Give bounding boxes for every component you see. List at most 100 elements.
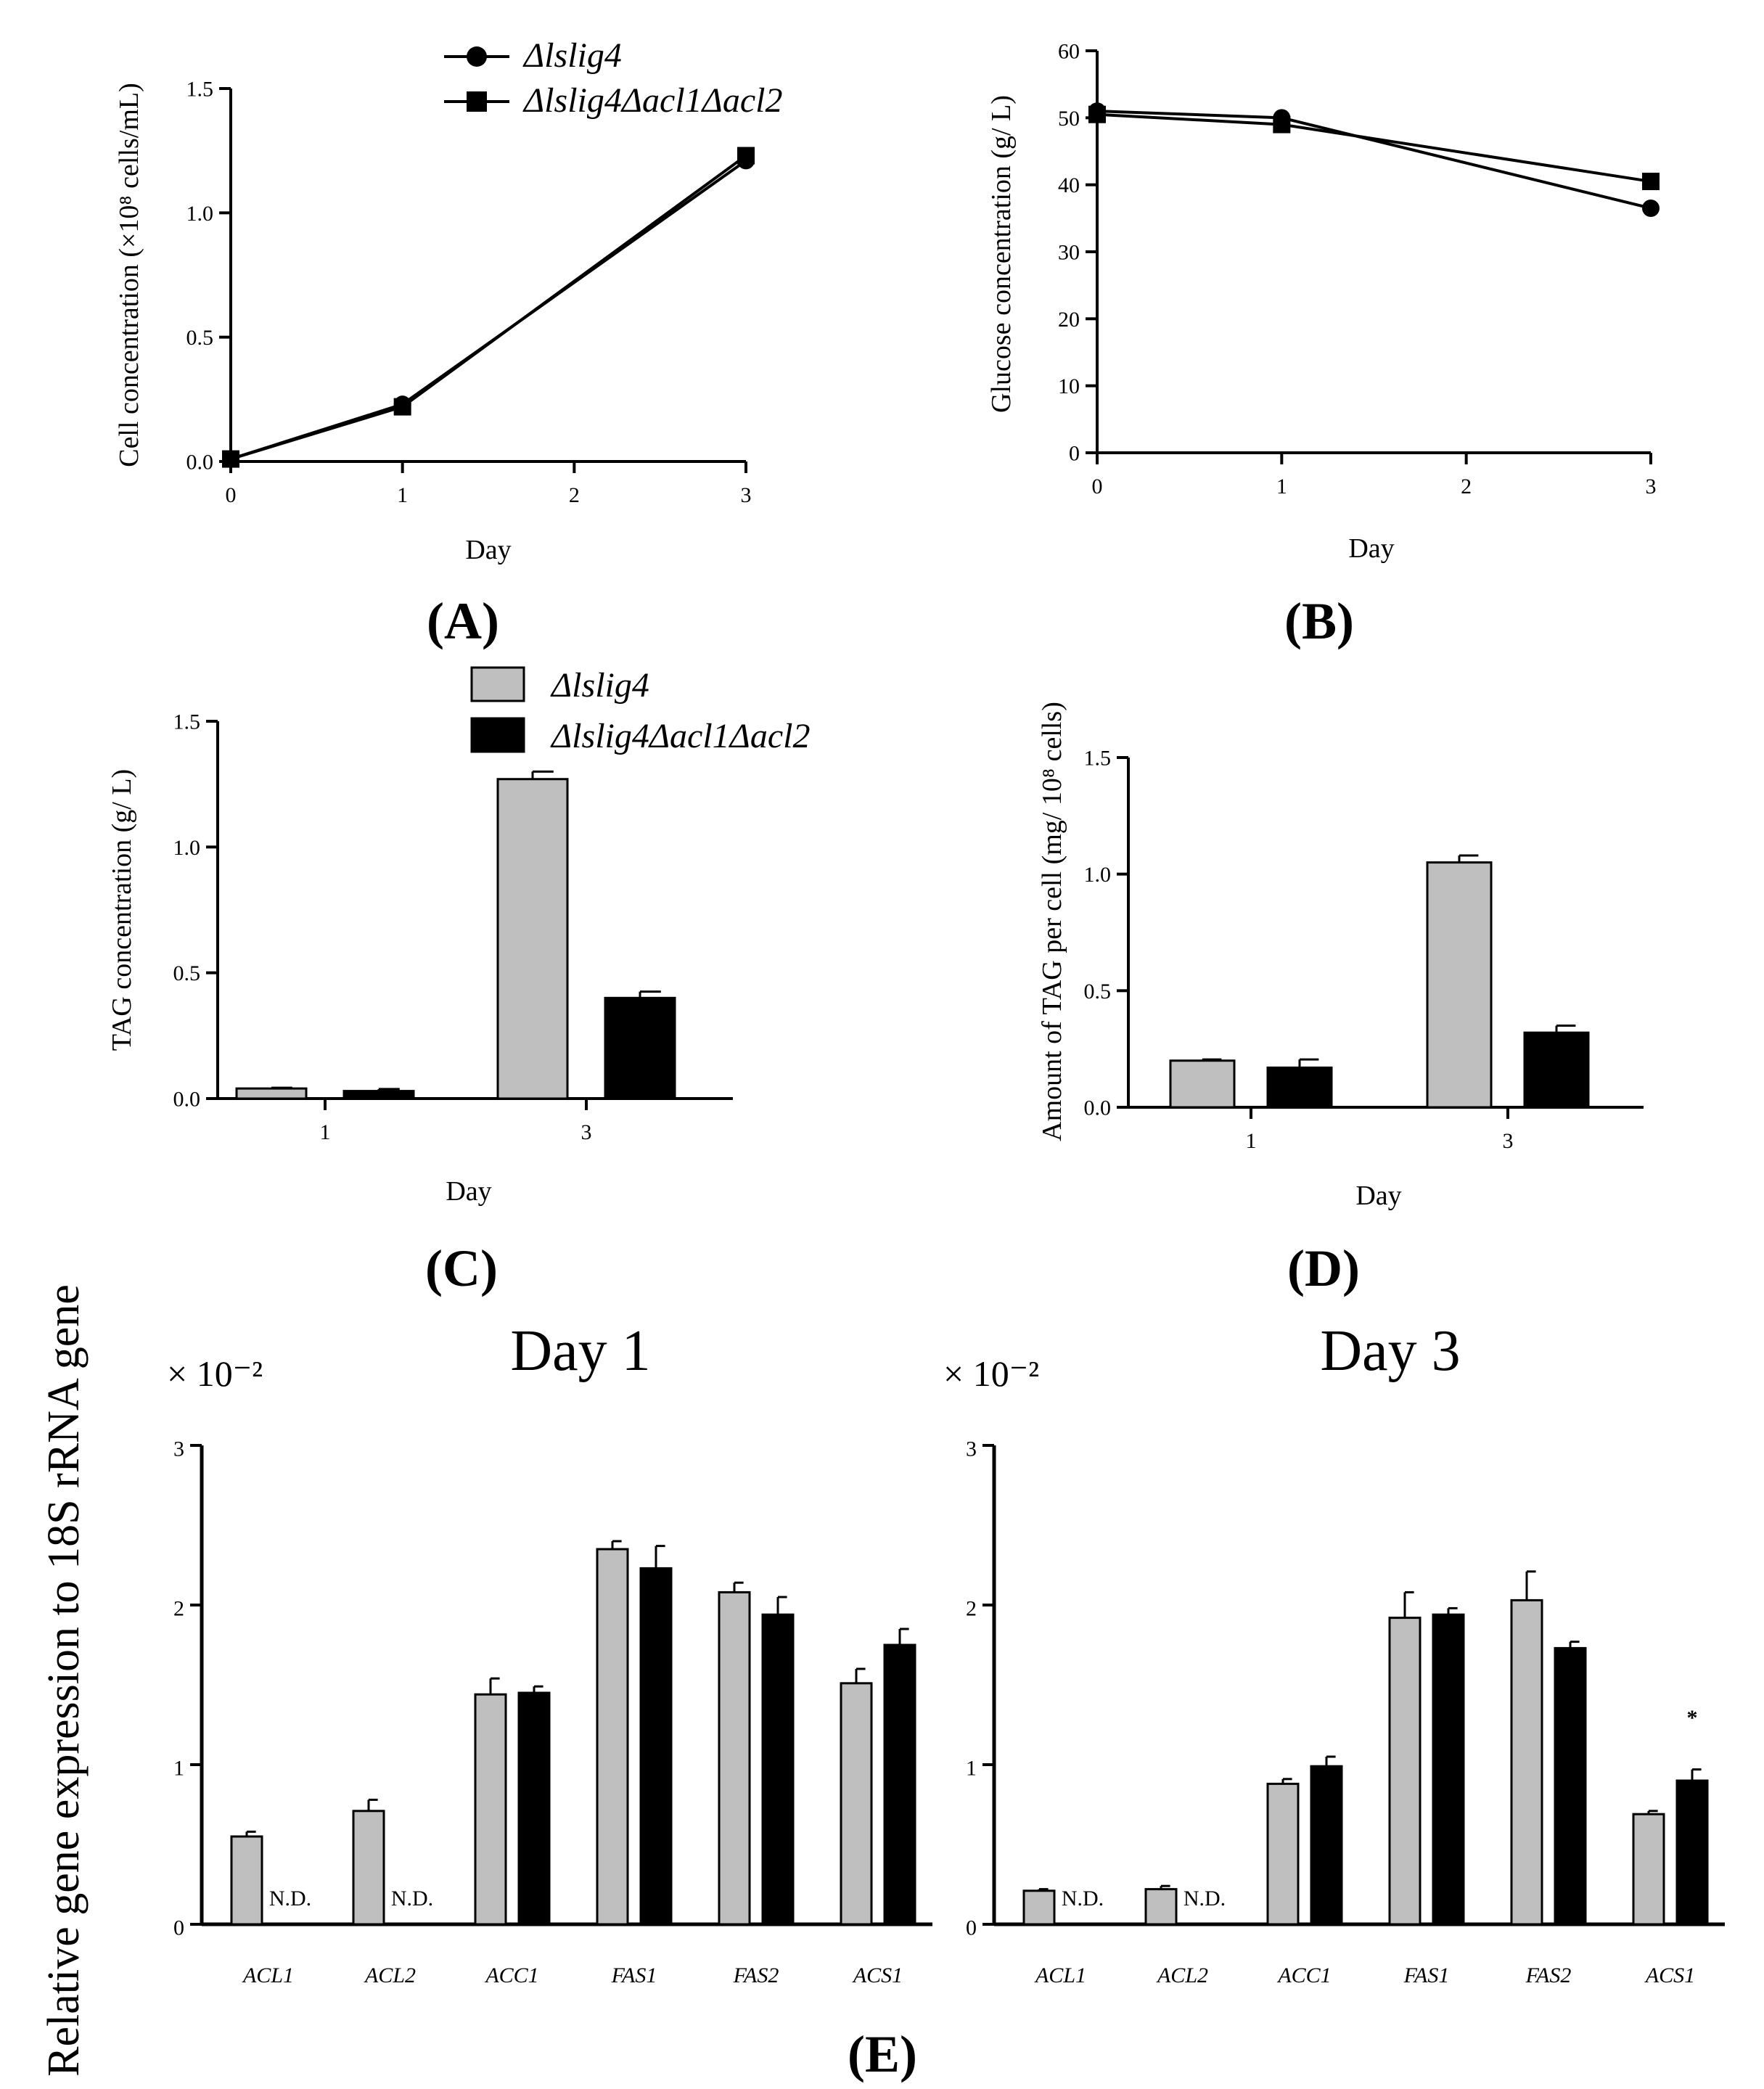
panel-e-y-axis-label-text: Relative gene expression to 18S rRNA gen…: [39, 1284, 89, 2077]
bar-strain-b-1: [1266, 1066, 1333, 1109]
bar-strain-a-ACL1: [1022, 1889, 1056, 1926]
panel-e-day3-multiplier: × 10⁻²: [943, 1353, 1039, 1394]
panel-c-bar-chart: 0.00.51.01.51 3 TAG concentration (g/ L) …: [107, 666, 810, 1297]
panel-d-y-axis-label: Amount of TAG per cell (mg/ 10⁸ cells): [1037, 702, 1067, 1141]
legend-label-strain-a: Δlslig4: [550, 666, 649, 705]
panel-a-legend: Δlslig4 Δlslig4Δacl1Δacl2: [444, 36, 782, 120]
y-tick-label: 20: [1058, 308, 1080, 332]
panel-e-day1-title: Day 1: [510, 1319, 650, 1383]
x-tick-label: 3: [581, 1120, 592, 1144]
bar-strain-a-3: [496, 778, 569, 1100]
x-tick-label: 1: [320, 1120, 331, 1144]
x-tick-label: 0: [226, 483, 237, 507]
panel-label-a: (A): [427, 592, 499, 650]
y-tick-label: 0: [1069, 442, 1080, 466]
panel-b-x-axis-label: Day: [1348, 533, 1394, 564]
data-point-square: [222, 450, 239, 468]
bar-strain-b-FAS2: [1554, 1646, 1587, 1926]
data-point-circle: [1642, 199, 1660, 217]
y-tick-label: 0: [966, 1916, 977, 1940]
x-tick-label: FAS1: [1403, 1963, 1450, 1987]
panel-e-day1-bar-chart: Day 1 × 10⁻² 0 1 2 3 ACL1 ACL2 ACC1 FAS1 FAS2 ACS…: [39, 1284, 932, 2077]
panel-d-x-axis-label: Day: [1355, 1181, 1401, 1211]
bar-strain-a-ACC1: [1266, 1782, 1300, 1926]
bar-strain-b-ACC1: [1310, 1765, 1343, 1926]
series-line-strain-b: [1096, 112, 1652, 184]
y-tick-label: 1.0: [186, 202, 214, 226]
y-tick-label: 1: [966, 1757, 977, 1781]
bar-strain-a-ACL1: [230, 1835, 263, 1926]
x-tick-label: 0: [1092, 475, 1103, 498]
not-detected-label: N.D.: [1062, 1887, 1104, 1911]
y-tick-label: 0: [173, 1916, 184, 1940]
y-tick-label: 3: [173, 1437, 184, 1461]
bar-strain-a-ACL2: [1144, 1888, 1178, 1926]
panel-label-e: (E): [848, 2025, 917, 2083]
legend-swatch-strain-a: [470, 666, 525, 702]
panel-a-x-axis-label: Day: [465, 535, 511, 565]
panel-e-y-axis-label: Relative gene expression to 18S rRNA gen…: [39, 1284, 89, 2077]
bar-strain-a-ACS1: [1632, 1813, 1665, 1926]
x-tick-label: 2: [569, 483, 580, 507]
y-tick-label: 10: [1058, 374, 1080, 398]
panel-c-y-axis-label: TAG concentration (g/ L): [107, 769, 137, 1051]
x-tick-label: ACS1: [1644, 1963, 1695, 1987]
y-tick-label: 40: [1058, 173, 1080, 197]
y-tick-label: 1.5: [173, 710, 201, 734]
panel-label-b: (B): [1284, 592, 1354, 650]
x-tick-label: 2: [1461, 475, 1472, 498]
y-tick-label: 30: [1058, 241, 1080, 265]
panel-label-c: (C): [425, 1239, 498, 1297]
x-tick-label: ACC1: [484, 1963, 538, 1987]
not-detected-label: N.D.: [391, 1887, 433, 1911]
series-line-strain-a: [230, 159, 747, 461]
panel-e-day1-multiplier: × 10⁻²: [167, 1353, 263, 1394]
y-tick-label: 3: [966, 1437, 977, 1461]
y-tick-label: 0.0: [173, 1088, 201, 1112]
bar-strain-a-FAS1: [1388, 1617, 1422, 1926]
legend-square-marker: [467, 91, 487, 112]
y-tick-label: 1.5: [186, 78, 214, 102]
x-tick-label: 1: [397, 483, 408, 507]
x-tick-label: ACS1: [852, 1963, 903, 1987]
bar-strain-a-3: [1426, 861, 1493, 1109]
bar-strain-a-FAS2: [718, 1591, 751, 1926]
legend-label-strain-a: Δlslig4: [522, 36, 622, 75]
bar-strain-a-FAS2: [1510, 1598, 1543, 1926]
bar-strain-b-FAS1: [639, 1567, 673, 1926]
data-point-square: [737, 147, 755, 165]
y-tick-label: 0.5: [186, 326, 214, 350]
bar-strain-b-1: [342, 1090, 415, 1100]
bar-strain-a-1: [1169, 1059, 1236, 1109]
panel-c-x-axis-label: Day: [446, 1176, 491, 1207]
x-tick-label: FAS2: [1525, 1963, 1572, 1987]
x-tick-label: FAS2: [733, 1963, 779, 1987]
x-tick-label: 3: [1646, 475, 1657, 498]
bar-strain-b-ACC1: [517, 1691, 551, 1926]
x-tick-label: ACC1: [1276, 1963, 1331, 1987]
data-point-square: [393, 398, 411, 416]
data-point-square: [1273, 115, 1291, 134]
bar-strain-a-ACL2: [352, 1810, 385, 1926]
panel-e-day3-title: Day 3: [1320, 1319, 1460, 1383]
bar-strain-a-FAS1: [596, 1548, 629, 1926]
y-tick-label: 1.0: [1084, 863, 1112, 887]
x-tick-label: 3: [1503, 1129, 1514, 1153]
y-tick-label: 1.5: [1084, 747, 1112, 771]
panel-b-y-axis-label: Glucose concentration (g/ L): [986, 95, 1017, 413]
legend-label-strain-b: Δlslig4Δacl1Δacl2: [522, 81, 782, 120]
x-tick-label: ACL1: [1034, 1963, 1086, 1987]
bar-strain-a-ACS1: [840, 1682, 873, 1926]
legend-swatch-strain-b: [470, 717, 525, 753]
series-line-strain-b: [230, 154, 747, 461]
bar-strain-b-FAS1: [1432, 1613, 1465, 1926]
data-point-square: [1088, 105, 1106, 123]
y-tick-label: 2: [173, 1597, 184, 1621]
not-detected-label: N.D.: [269, 1887, 311, 1911]
y-tick-label: 1.0: [173, 836, 201, 860]
panel-d-bar-chart: 0.0 0.5 1.0 1.5 1 3 Amount of TAG per cell (m…: [1037, 702, 1644, 1297]
x-tick-label: ACL2: [364, 1963, 416, 1987]
x-tick-label: ACL1: [242, 1963, 294, 1987]
y-tick-label: 0.0: [186, 451, 214, 475]
